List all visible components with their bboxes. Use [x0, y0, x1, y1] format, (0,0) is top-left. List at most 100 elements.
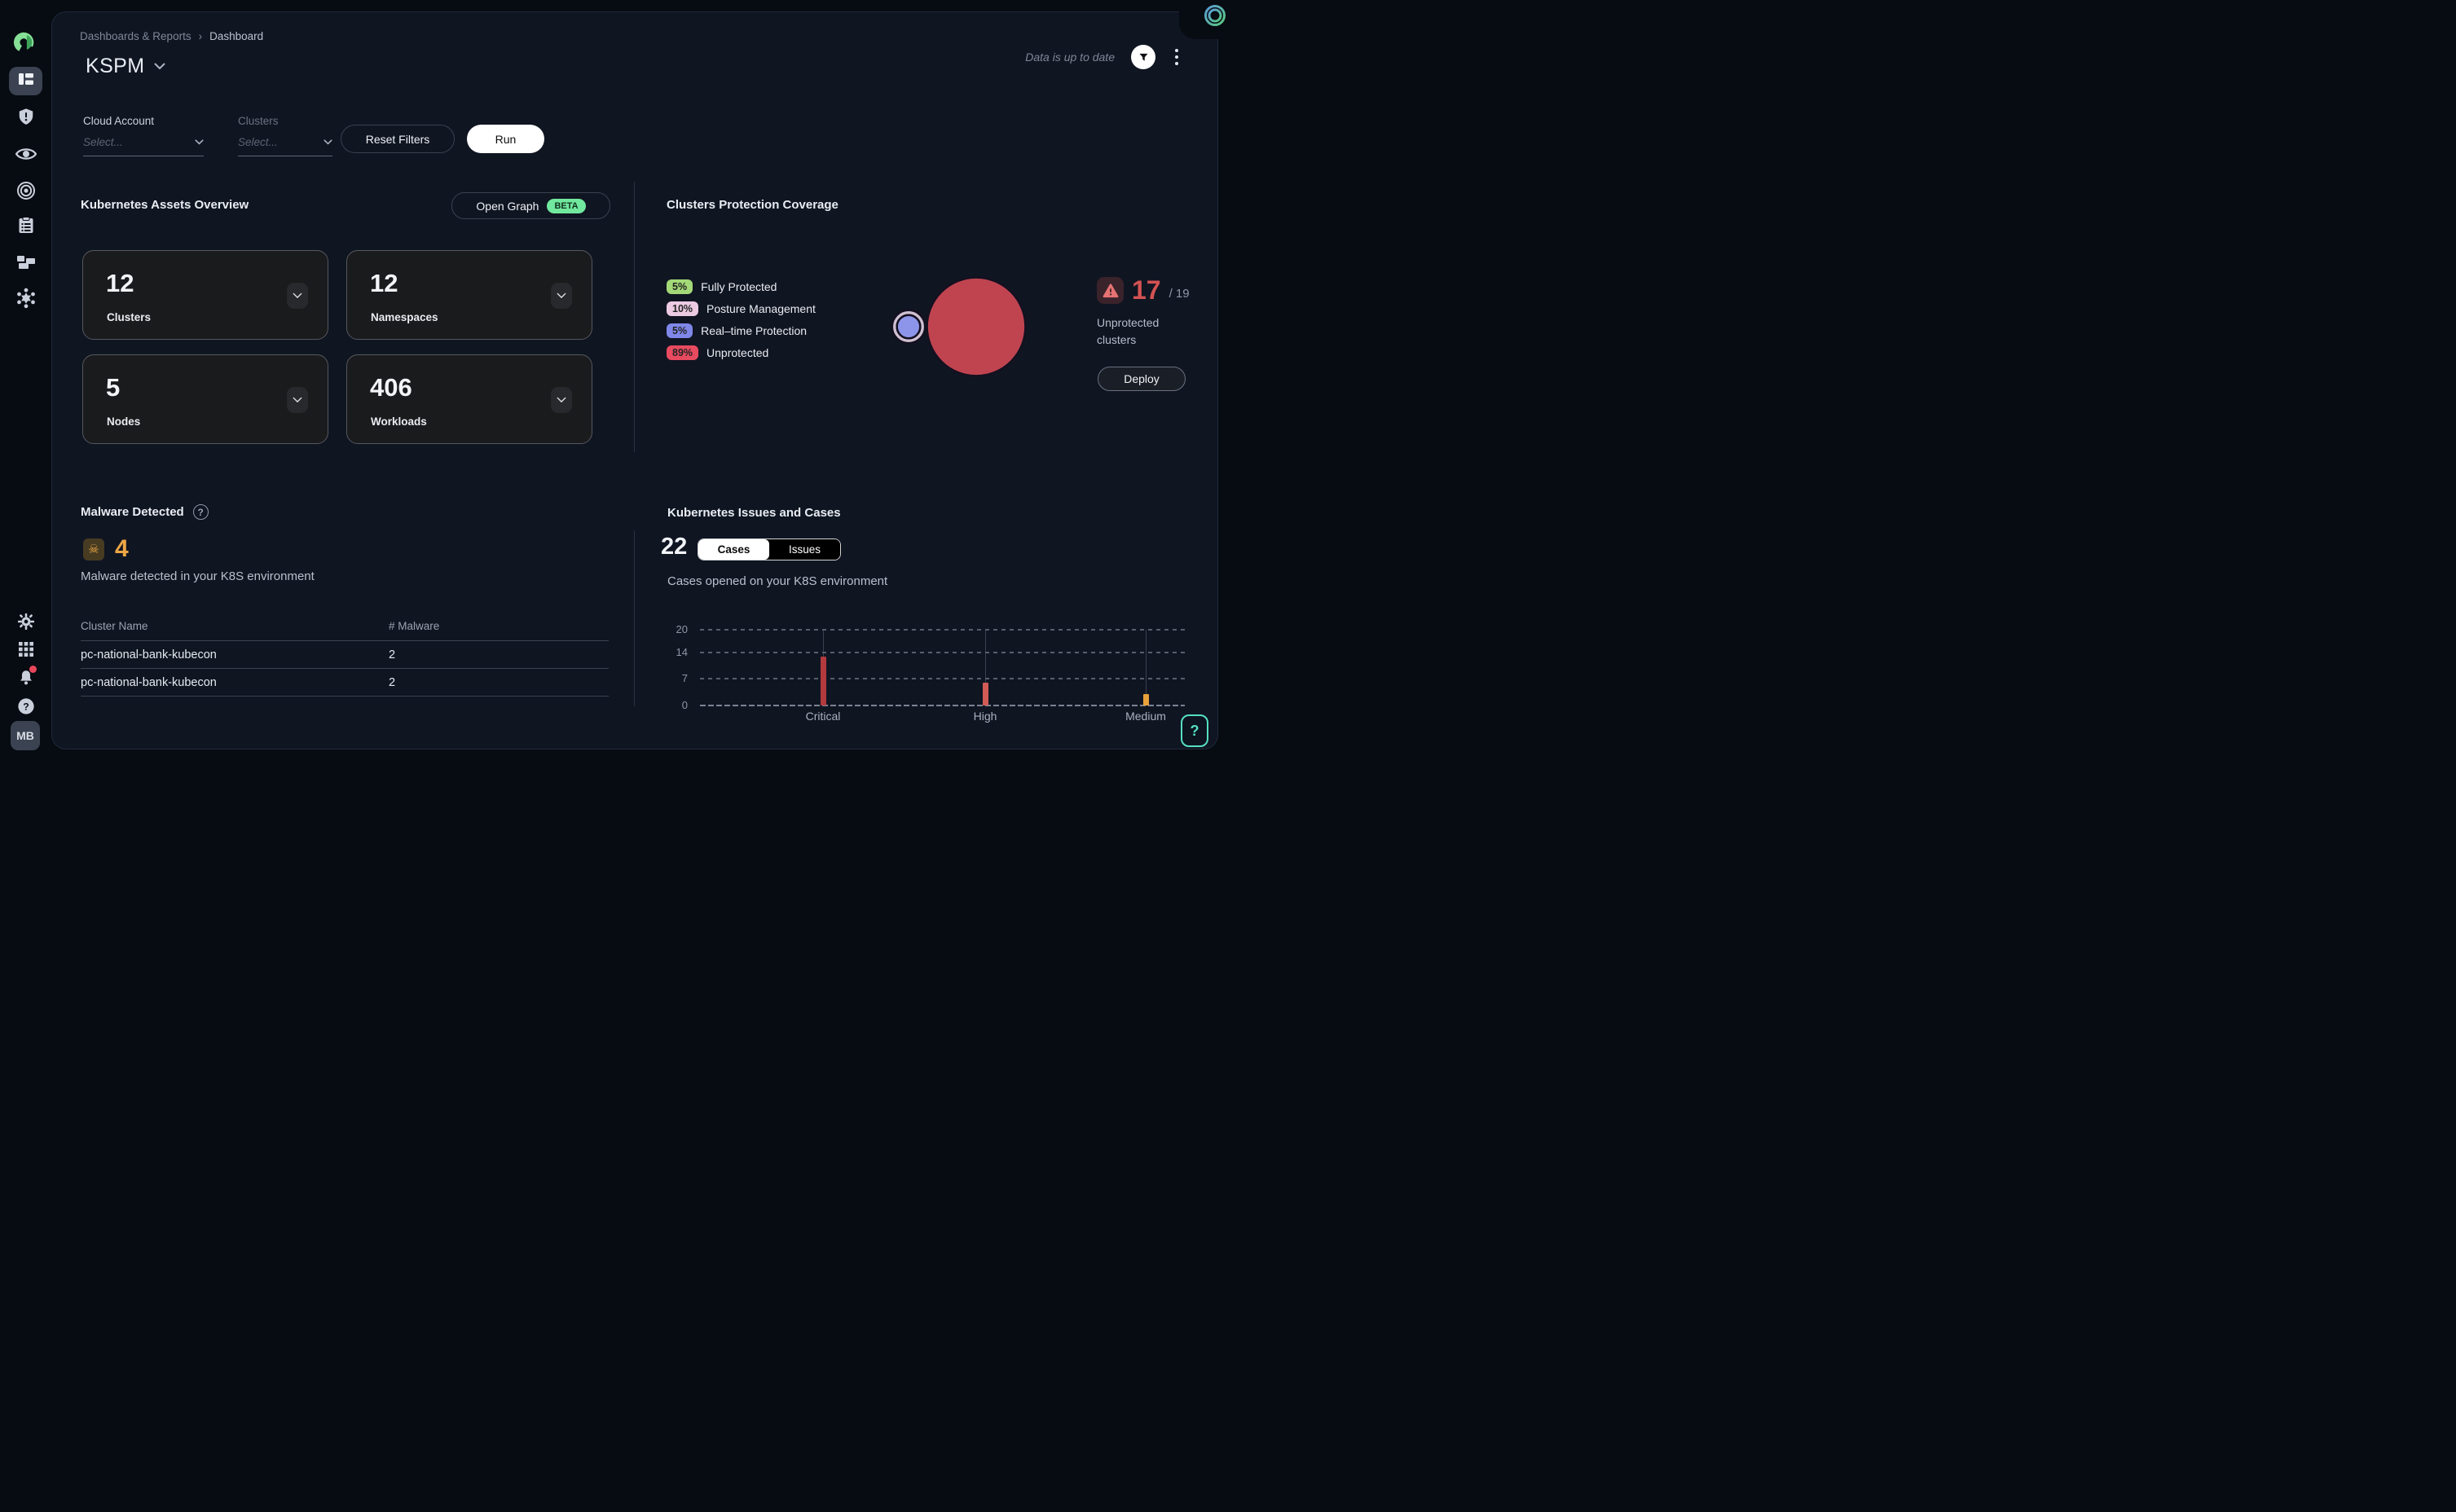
- category-guide-line: [1146, 630, 1147, 705]
- gridline: [700, 629, 1185, 631]
- tab-cases[interactable]: Cases: [698, 539, 769, 560]
- sidebar-item-help[interactable]: ?: [15, 696, 37, 717]
- asset-card-value: 5: [106, 373, 121, 402]
- expand-card-button[interactable]: [287, 283, 308, 309]
- grid-icon: [18, 641, 34, 657]
- logo-half-disc: [26, 35, 33, 50]
- cases-issues-toggle: Cases Issues: [698, 538, 841, 560]
- y-tick-label: 7: [681, 672, 688, 685]
- user-avatar[interactable]: MB: [11, 721, 40, 750]
- sidebar-item-apps[interactable]: [15, 639, 37, 660]
- col-cluster-name: Cluster Name: [81, 620, 148, 632]
- sidebar-item-radar[interactable]: [15, 180, 37, 201]
- dashboard-selector[interactable]: KSPM: [86, 55, 165, 78]
- sidebar-item-settings[interactable]: [15, 611, 37, 632]
- bloom-icon: [15, 288, 37, 309]
- unprotected-stats: 17 / 19 Unprotected clusters: [1097, 275, 1227, 349]
- bar-medium: [1142, 694, 1149, 705]
- clusters-label: Clusters: [238, 115, 279, 127]
- sidebar: ? MB: [0, 0, 51, 756]
- unprotected-count: 17: [1132, 275, 1161, 305]
- data-status-text: Data is up to date: [1025, 51, 1115, 64]
- protection-bubble-chart: [891, 276, 1027, 377]
- clusters-placeholder: Select...: [238, 136, 278, 148]
- asset-card-label: Workloads: [371, 415, 427, 428]
- bell-icon: [17, 666, 37, 687]
- open-graph-label: Open Graph: [476, 199, 539, 213]
- protection-legend: 5% Fully Protected 10% Posture Management 5%…: [667, 279, 816, 360]
- open-graph-button[interactable]: Open Graph BETA: [451, 192, 610, 219]
- tab-issues[interactable]: Issues: [769, 539, 840, 560]
- x-category-label: High: [973, 710, 997, 723]
- app-root: ? MB Dashboards & Reports › Dashboard Da…: [0, 0, 1228, 756]
- asset-card-value: 12: [370, 269, 398, 297]
- sidebar-item-clusters[interactable]: [15, 288, 37, 309]
- breadcrumb-separator: ›: [198, 30, 203, 42]
- section-divider-top: [634, 182, 635, 452]
- legend-label: Real–time Protection: [701, 324, 808, 337]
- gear-icon: [17, 613, 35, 631]
- more-menu-button[interactable]: [1172, 47, 1182, 67]
- target-icon: [16, 181, 36, 200]
- sidebar-item-assets[interactable]: [15, 252, 37, 273]
- y-tick-label: 14: [676, 645, 688, 658]
- legend-label: Posture Management: [706, 302, 816, 315]
- brand-logo[interactable]: [13, 30, 37, 55]
- recording-ring-icon: [1204, 5, 1226, 26]
- svg-text:?: ?: [23, 701, 29, 712]
- bar-high: [982, 683, 988, 705]
- beta-badge: BETA: [547, 198, 586, 213]
- breadcrumb-dashboards-reports[interactable]: Dashboards & Reports: [80, 30, 191, 42]
- help-button[interactable]: ?: [1181, 714, 1208, 747]
- expand-card-button[interactable]: [551, 387, 572, 413]
- legend-pct-badge: 89%: [667, 345, 699, 360]
- filter-button[interactable]: [1131, 45, 1155, 69]
- topbar-actions: Data is up to date: [1025, 45, 1182, 69]
- cloud-account-select[interactable]: Select...: [83, 136, 204, 156]
- cloud-account-placeholder: Select...: [83, 136, 123, 148]
- legend-label: Unprotected: [706, 346, 769, 359]
- cell-cluster-name: pc-national-bank-kubecon: [81, 648, 217, 662]
- sidebar-item-dashboards[interactable]: [9, 67, 42, 95]
- unprotected-total: / 19: [1169, 287, 1190, 301]
- reset-filters-button[interactable]: Reset Filters: [341, 125, 455, 153]
- x-category-label: Medium: [1125, 710, 1166, 723]
- sidebar-item-notifications[interactable]: [15, 666, 37, 688]
- cell-malware-count: 2: [389, 648, 396, 662]
- clusters-select[interactable]: Select...: [238, 136, 332, 156]
- x-category-label: Critical: [805, 710, 841, 723]
- bubble-real-time-protection: [896, 314, 922, 340]
- asset-card-label: Clusters: [107, 311, 152, 323]
- clusters-filter: Clusters Select...: [238, 115, 332, 156]
- run-button[interactable]: Run: [467, 125, 544, 153]
- main-panel: Dashboards & Reports › Dashboard Data is…: [51, 11, 1218, 749]
- malware-table: Cluster Name # Malware pc-national-bank-…: [81, 612, 609, 697]
- sidebar-item-visibility[interactable]: [15, 143, 37, 165]
- section-divider-bottom: [634, 530, 635, 706]
- legend-pct-badge: 5%: [667, 279, 693, 294]
- expand-card-button[interactable]: [287, 387, 308, 413]
- issues-title: Kubernetes Issues and Cases: [667, 506, 841, 520]
- malware-title: Malware Detected: [81, 505, 184, 519]
- sidebar-item-risk[interactable]: [15, 106, 37, 127]
- asset-card: 5 Nodes: [82, 354, 328, 444]
- eye-icon: [15, 147, 37, 161]
- asset-card-label: Namespaces: [371, 311, 438, 323]
- breadcrumb-dashboard[interactable]: Dashboard: [209, 30, 264, 42]
- cloud-account-filter: Cloud Account Select...: [83, 115, 204, 156]
- malware-help-icon[interactable]: ?: [192, 504, 209, 520]
- gridline: [700, 678, 1185, 680]
- unprotected-caption: Unprotected clusters: [1097, 316, 1160, 346]
- skull-icon: ☠: [83, 538, 104, 560]
- malware-table-header: Cluster Name # Malware: [81, 612, 609, 641]
- shield-alert-icon: [17, 107, 35, 126]
- expand-card-button[interactable]: [551, 283, 572, 309]
- sidebar-item-reports[interactable]: [15, 215, 37, 236]
- assets-overview-title: Kubernetes Assets Overview: [81, 198, 249, 212]
- bar-critical: [820, 656, 826, 705]
- legend-pct-badge: 10%: [667, 301, 699, 316]
- cases-subtitle: Cases opened on your K8S environment: [667, 574, 888, 588]
- malware-subtitle: Malware detected in your K8S environment: [81, 569, 315, 583]
- help-circle-icon: ?: [17, 697, 35, 715]
- deploy-button[interactable]: Deploy: [1098, 367, 1186, 391]
